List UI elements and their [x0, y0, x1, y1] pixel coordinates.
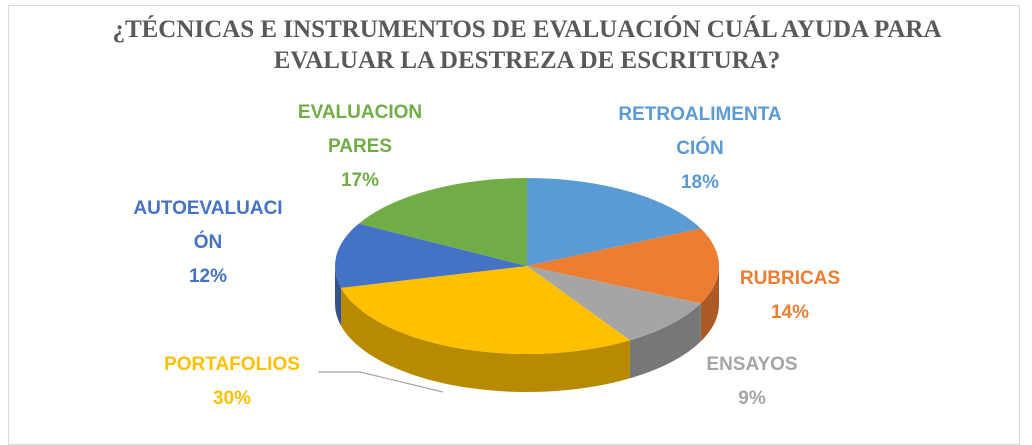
value-label: 14% [770, 302, 810, 323]
value-label: 12% [188, 266, 228, 287]
category-label: RETROALIMENTACIÓN [618, 104, 782, 159]
data-label: RETROALIMENTACIÓN 18% [616, 98, 784, 200]
data-label: AUTOEVALUACIÓN 12% [132, 192, 284, 294]
category-label: ENSAYOS [706, 354, 798, 375]
slice-side [341, 287, 630, 392]
slice [335, 223, 527, 288]
slice [358, 178, 527, 266]
slice [341, 266, 630, 354]
chart-title: ¿TÉCNICAS E INSTRUMENTOS DE EVALUACIÓN C… [112, 16, 942, 74]
value-label: 30% [212, 388, 252, 409]
slice-side [335, 266, 342, 326]
category-label: PORTAFOLIOS [164, 354, 300, 375]
value-label: 17% [340, 170, 380, 191]
data-label: ENSAYOS 9% [677, 348, 827, 416]
category-label: RUBRICAS [739, 268, 841, 289]
category-label: AUTOEVALUACIÓN [133, 198, 283, 253]
value-label: 9% [738, 388, 766, 409]
slice-side [629, 303, 701, 379]
slice [527, 178, 701, 266]
pie-plot [318, 178, 720, 393]
data-label: PORTAFOLIOS 30% [147, 348, 317, 416]
data-label: EVALUACION PARES 17% [285, 96, 435, 198]
value-label: 18% [680, 172, 720, 193]
data-label: RUBRICAS 14% [715, 262, 865, 330]
slice-side [700, 266, 719, 342]
chart: ¿TÉCNICAS E INSTRUMENTOS DE EVALUACIÓN C… [8, 5, 1020, 445]
slice [527, 228, 720, 304]
slice [527, 266, 701, 341]
leader-line [318, 371, 444, 393]
category-label: EVALUACION PARES [297, 102, 423, 157]
